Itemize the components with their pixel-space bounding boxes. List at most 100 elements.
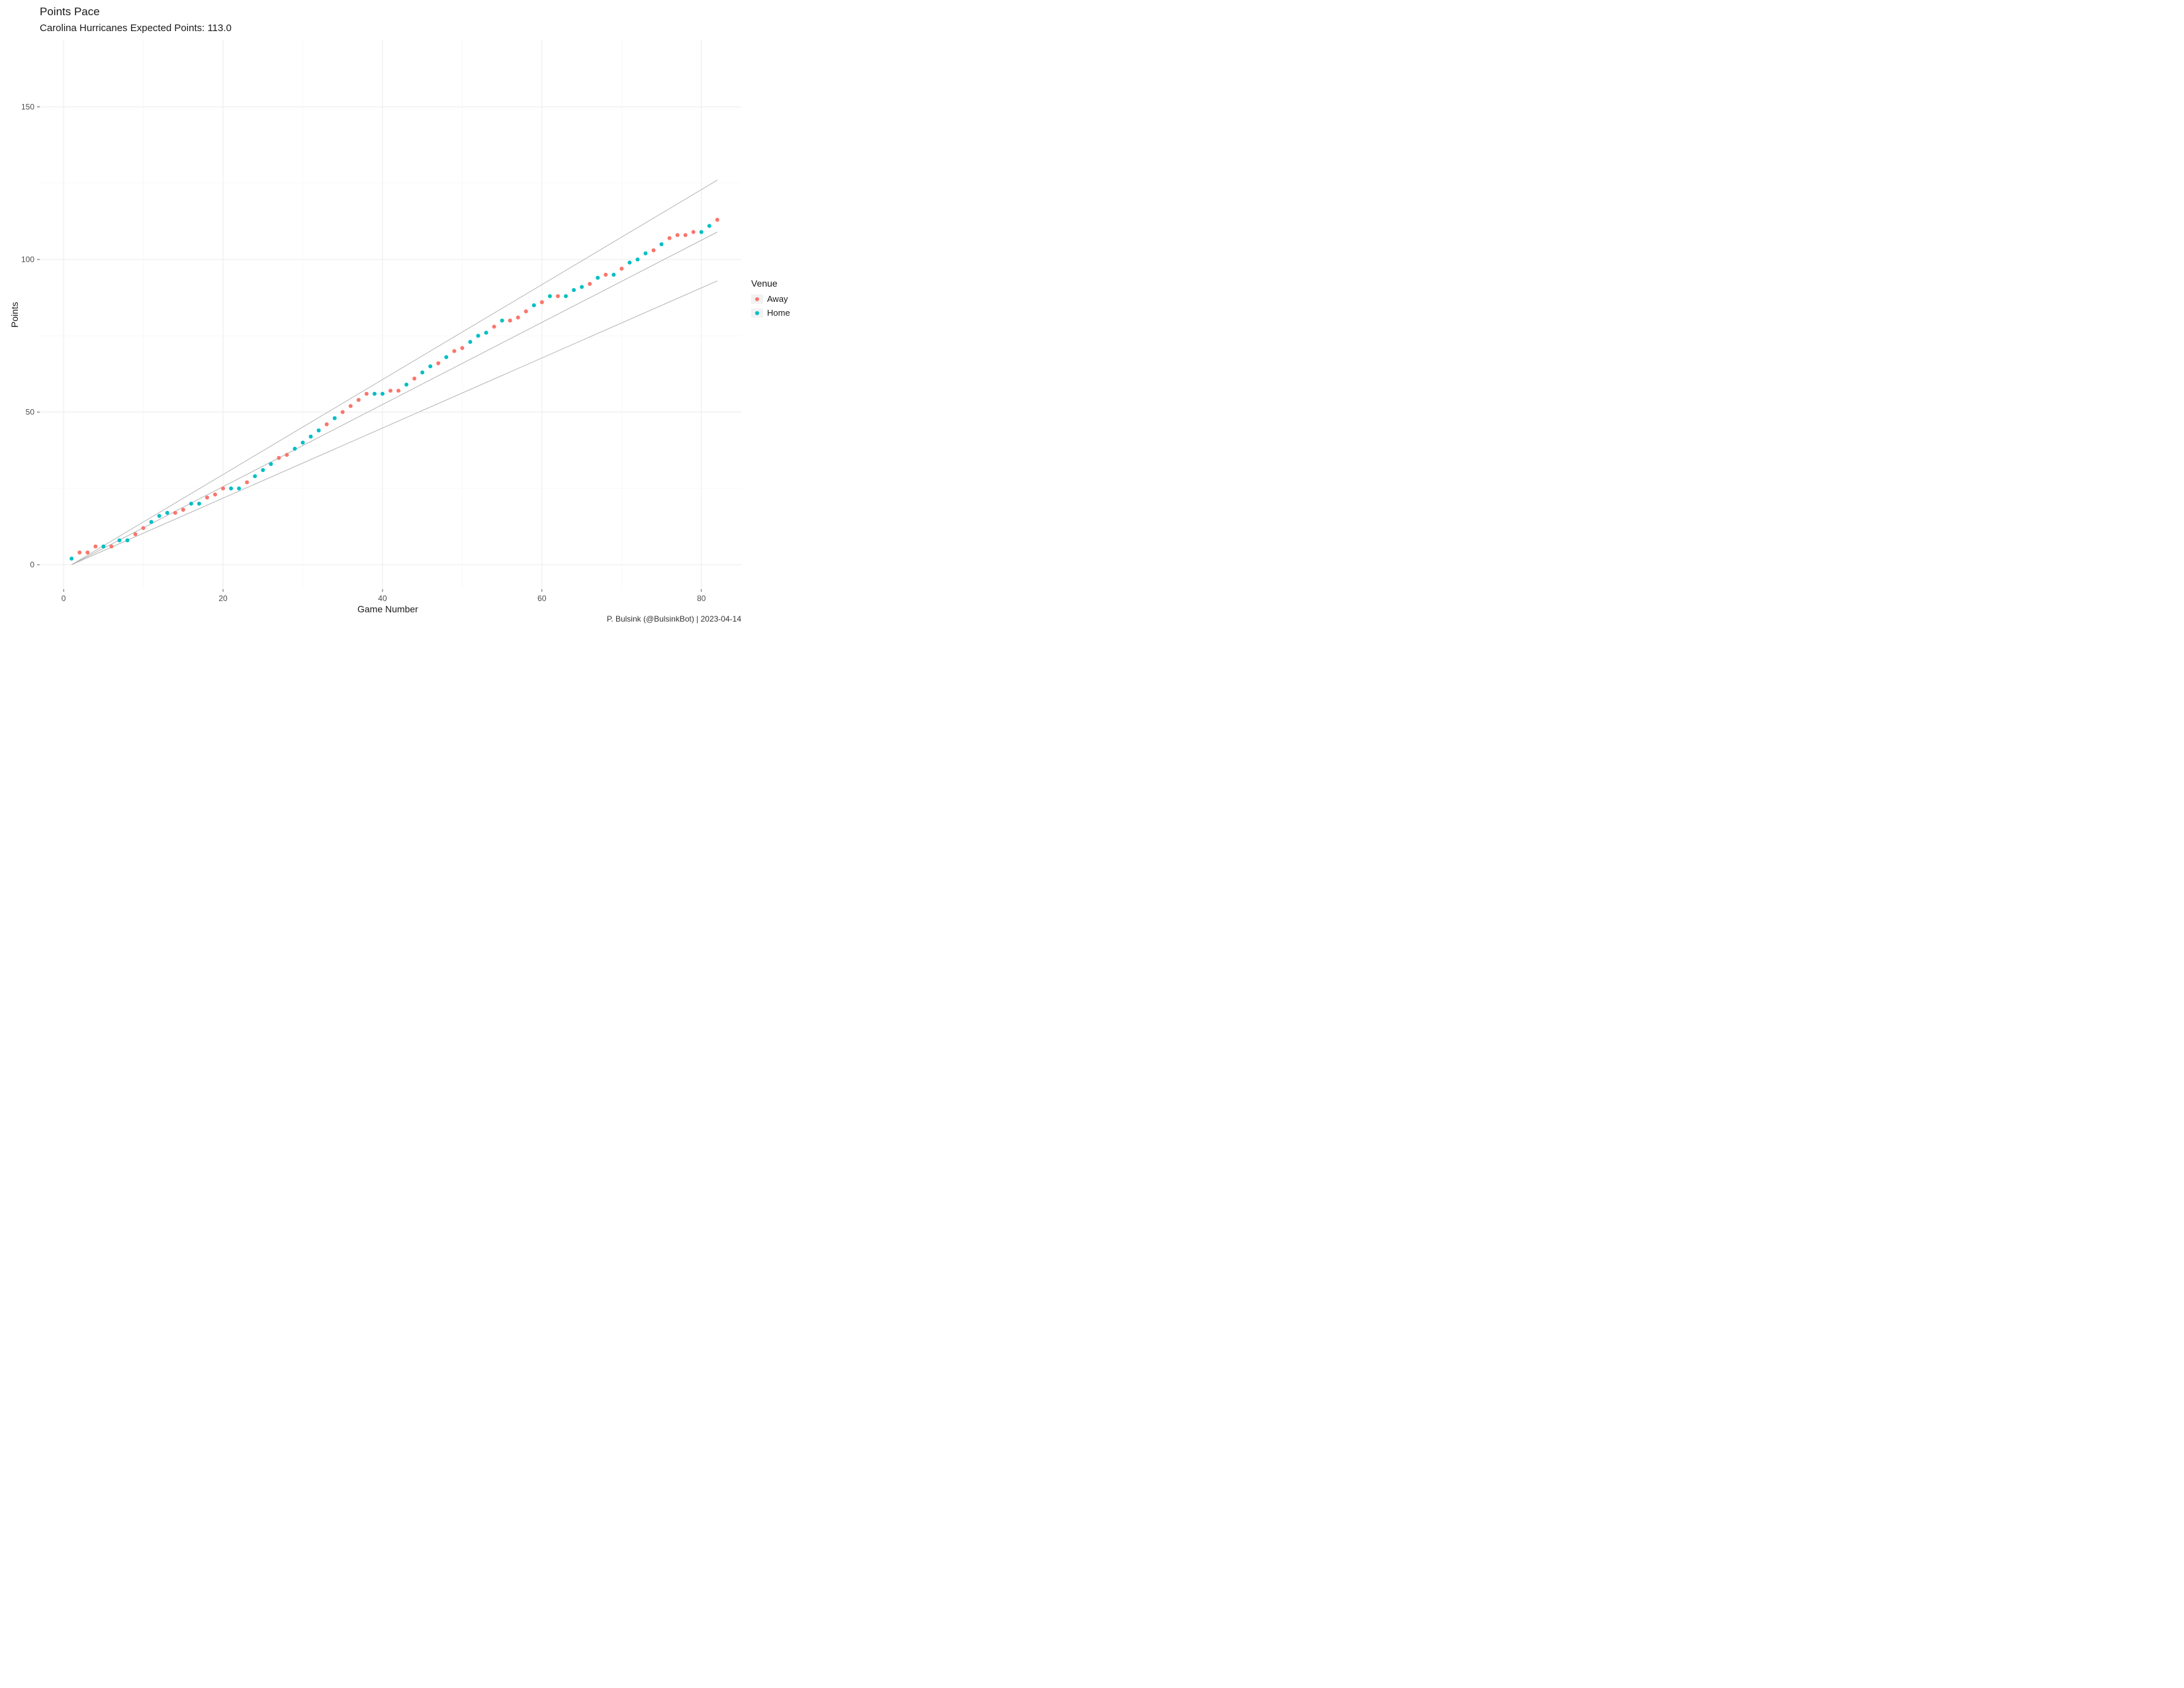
data-point [388,389,392,393]
data-point [301,441,305,445]
svg-text:60: 60 [537,594,547,603]
y-axis-label: Points [9,302,20,328]
data-point [436,361,440,365]
data-point [652,248,656,252]
data-point [77,551,81,555]
data-point [660,242,664,246]
data-point [150,520,154,524]
data-point [325,422,329,426]
data-point [205,496,209,500]
data-point [349,404,353,408]
legend-label: Home [767,308,790,318]
svg-text:20: 20 [218,594,228,603]
data-point [596,276,600,280]
data-point [612,273,615,277]
data-point [404,383,408,387]
chart-caption: P. Bulsink (@BulsinkBot) | 2023-04-14 [607,614,741,624]
data-point [500,318,504,322]
data-point [692,230,696,234]
data-point [532,303,536,307]
data-point [341,410,345,414]
legend-label: Away [767,294,788,304]
data-point [508,318,512,322]
svg-text:150: 150 [21,102,34,111]
data-point [333,416,337,420]
data-point [365,392,369,396]
legend-item: Home [751,308,790,318]
data-point [221,487,225,491]
data-point [134,532,138,536]
data-point [373,392,377,396]
data-point [588,282,592,286]
data-point [452,349,456,353]
data-point [197,502,201,506]
svg-text:40: 40 [378,594,387,603]
data-point [317,428,321,432]
data-point [580,285,584,289]
data-point [548,294,552,298]
data-point [101,544,105,548]
data-point [165,511,169,515]
data-point [572,288,576,292]
data-point [604,273,608,277]
svg-text:80: 80 [697,594,706,603]
data-point [676,233,680,237]
data-point [484,331,488,335]
x-axis-label: Game Number [357,604,418,614]
data-point [245,481,249,485]
data-point [142,526,146,530]
data-point [173,511,177,515]
data-point [253,474,257,478]
data-point [524,309,528,313]
data-point [181,508,185,512]
data-point [412,377,416,381]
data-point [213,492,217,496]
data-point [117,538,121,542]
data-point [277,456,281,460]
data-point [269,462,273,466]
data-point [85,551,89,555]
data-point [477,334,480,338]
data-point [619,267,623,271]
data-point [309,434,313,438]
data-point [396,389,400,393]
data-point [229,487,233,491]
data-point [556,294,560,298]
data-point [635,258,639,261]
legend-item: Away [751,294,790,304]
data-point [540,301,544,305]
data-point [158,514,161,518]
data-point [109,544,113,548]
data-point [69,557,73,561]
data-point [381,392,385,396]
data-point [357,398,361,402]
svg-text:50: 50 [26,408,35,417]
data-point [444,355,448,359]
svg-text:0: 0 [62,594,66,603]
data-point [285,453,289,457]
data-point [516,316,520,320]
data-point [293,447,296,451]
chart-container: Points Pace Carolina Hurricanes Expected… [0,0,814,629]
legend-title: Venue [751,278,790,289]
data-point [715,218,719,222]
data-point [189,502,193,506]
points-pace-chart: 0 20 40 60 80 0 50 100 150 [0,0,745,613]
legend: Venue Away Home [751,278,790,318]
data-point [684,233,688,237]
data-point [460,346,464,350]
data-point [261,468,265,472]
data-point [668,236,672,240]
data-point [492,324,496,328]
data-point [627,261,631,265]
data-point [420,371,424,375]
data-point [564,294,568,298]
data-point [428,364,432,368]
data-point [468,340,472,344]
svg-text:100: 100 [21,255,34,264]
data-point [643,252,647,256]
data-point [93,544,97,548]
data-point [707,224,711,228]
data-point [237,487,241,491]
svg-text:0: 0 [30,560,34,569]
